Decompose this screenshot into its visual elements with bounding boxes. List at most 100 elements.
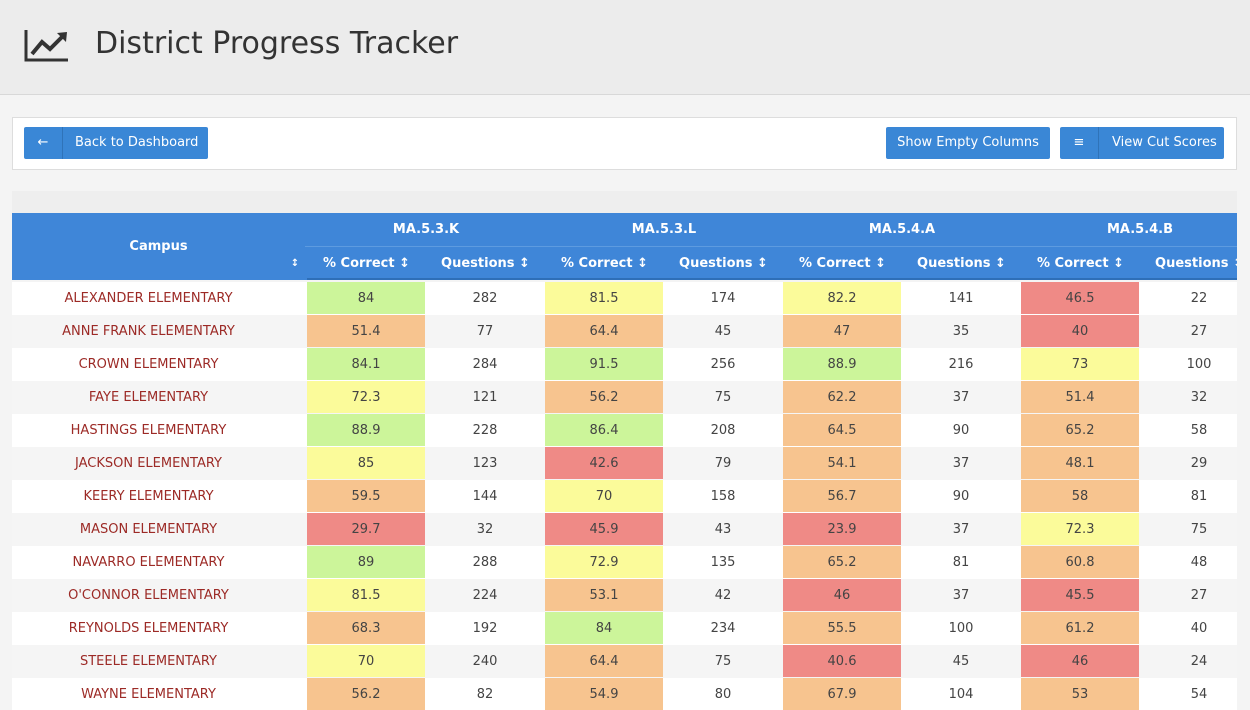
percent-cell: 84 (545, 612, 663, 644)
questions-cell: 40 (1190, 621, 1208, 636)
column-header[interactable]: % Correct ↕ (1021, 247, 1140, 280)
campus-name[interactable]: NAVARRO ELEMENTARY (72, 555, 225, 570)
questions-cell: 256 (710, 357, 736, 372)
questions-cell: 54 (1190, 687, 1208, 702)
campus-name[interactable]: JACKSON ELEMENTARY (74, 456, 222, 471)
questions-cell: 100 (948, 621, 974, 636)
questions-cell: 224 (472, 588, 498, 603)
percent-cell: 56.2 (545, 381, 663, 413)
percent-cell: 62.2 (783, 381, 901, 413)
questions-cell: 45 (952, 654, 970, 669)
group-header: MA.5.3.K (392, 222, 460, 237)
column-label: % Correct (560, 256, 633, 271)
column-header[interactable]: % Correct ↕ (307, 247, 426, 280)
questions-cell: 100 (1186, 357, 1212, 372)
percent-cell: 23.9 (783, 513, 901, 545)
column-header[interactable]: % Correct ↕ (783, 247, 902, 280)
percent-cell: 58 (1021, 480, 1139, 512)
percent-cell: 56.7 (783, 480, 901, 512)
campus-name[interactable]: MASON ELEMENTARY (79, 522, 218, 537)
back-label: Back to Dashboard (75, 135, 199, 150)
percent-cell: 54.9 (545, 678, 663, 710)
percent-cell: 84.1 (307, 348, 425, 380)
questions-cell: 284 (472, 357, 498, 372)
campus-name[interactable]: REYNOLDS ELEMENTARY (68, 621, 229, 636)
percent-cell: 40 (1021, 315, 1139, 347)
percent-cell: 55.5 (783, 612, 901, 644)
percent-cell: 86.4 (545, 414, 663, 446)
percent-cell: 88.9 (783, 348, 901, 380)
campus-name[interactable]: ANNE FRANK ELEMENTARY (62, 324, 235, 339)
column-label: % Correct (1036, 256, 1109, 271)
questions-cell: 174 (710, 291, 736, 306)
questions-cell: 58 (1190, 423, 1208, 438)
questions-cell: 35 (952, 324, 970, 339)
column-label: Questions (1155, 256, 1229, 271)
table-strip (12, 191, 1237, 213)
questions-cell: 22 (1190, 291, 1208, 306)
group-header: MA.5.3.L (631, 222, 697, 237)
percent-cell: 42.6 (545, 447, 663, 479)
questions-cell: 75 (714, 390, 732, 405)
back-button[interactable]: ← Back to Dashboard (24, 127, 208, 159)
campus-name[interactable]: O'CONNOR ELEMENTARY (68, 588, 229, 603)
percent-cell: 73 (1021, 348, 1139, 380)
percent-cell: 65.2 (1021, 414, 1139, 446)
questions-cell: 43 (714, 522, 732, 537)
questions-cell: 37 (952, 588, 970, 603)
column-label: Questions (441, 256, 515, 271)
column-label: Questions (917, 256, 991, 271)
campus-name[interactable]: ALEXANDER ELEMENTARY (64, 291, 233, 306)
header-divider (305, 246, 1237, 247)
percent-cell: 29.7 (307, 513, 425, 545)
questions-cell: 77 (476, 324, 494, 339)
questions-cell: 240 (472, 654, 498, 669)
column-header[interactable]: Questions ↕ (1140, 247, 1237, 280)
percent-cell: 72.9 (545, 546, 663, 578)
questions-cell: 37 (952, 522, 970, 537)
group-header: MA.5.4.B (1106, 222, 1174, 237)
percent-cell: 56.2 (307, 678, 425, 710)
questions-cell: 90 (952, 423, 970, 438)
percent-cell: 85 (307, 447, 425, 479)
percent-cell: 46 (1021, 645, 1139, 677)
questions-cell: 81 (952, 555, 970, 570)
campus-name[interactable]: CROWN ELEMENTARY (78, 357, 219, 372)
percent-cell: 82.2 (783, 282, 901, 314)
questions-cell: 141 (948, 291, 974, 306)
questions-cell: 82 (476, 687, 494, 702)
percent-cell: 70 (545, 480, 663, 512)
percent-cell: 53.1 (545, 579, 663, 611)
show-empty-label: Show Empty Columns (897, 135, 1039, 150)
header-bar: District Progress Tracker (0, 0, 1250, 95)
column-header[interactable]: Questions ↕ (664, 247, 783, 280)
questions-cell: 27 (1190, 588, 1208, 603)
questions-cell: 75 (714, 654, 732, 669)
campus-name[interactable]: STEELE ELEMENTARY (79, 654, 217, 669)
percent-cell: 54.1 (783, 447, 901, 479)
campus-header[interactable]: Campus (129, 239, 188, 254)
percent-cell: 67.9 (783, 678, 901, 710)
column-header[interactable]: Questions ↕ (426, 247, 545, 280)
percent-cell: 45.5 (1021, 579, 1139, 611)
campus-name[interactable]: KEERY ELEMENTARY (83, 489, 214, 504)
campus-name[interactable]: WAYNE ELEMENTARY (81, 687, 216, 702)
column-header[interactable]: Questions ↕ (902, 247, 1021, 280)
column-header[interactable]: % Correct ↕ (545, 247, 664, 280)
percent-cell: 81.5 (545, 282, 663, 314)
questions-cell: 27 (1190, 324, 1208, 339)
page-title: District Progress Tracker (95, 26, 459, 61)
percent-cell: 64.4 (545, 315, 663, 347)
show-empty-button[interactable]: Show Empty Columns (886, 127, 1050, 159)
questions-cell: 80 (714, 687, 732, 702)
campus-name[interactable]: FAYE ELEMENTARY (88, 390, 209, 405)
cut-scores-button[interactable]: ≡ View Cut Scores (1060, 127, 1224, 159)
questions-cell: 37 (952, 456, 970, 471)
column-label: % Correct (322, 256, 395, 271)
questions-cell: 121 (472, 390, 498, 405)
percent-cell: 72.3 (1021, 513, 1139, 545)
questions-cell: 81 (1190, 489, 1208, 504)
questions-cell: 29 (1190, 456, 1208, 471)
campus-name[interactable]: HASTINGS ELEMENTARY (70, 423, 227, 438)
sort-icon: ↕ (290, 258, 300, 269)
